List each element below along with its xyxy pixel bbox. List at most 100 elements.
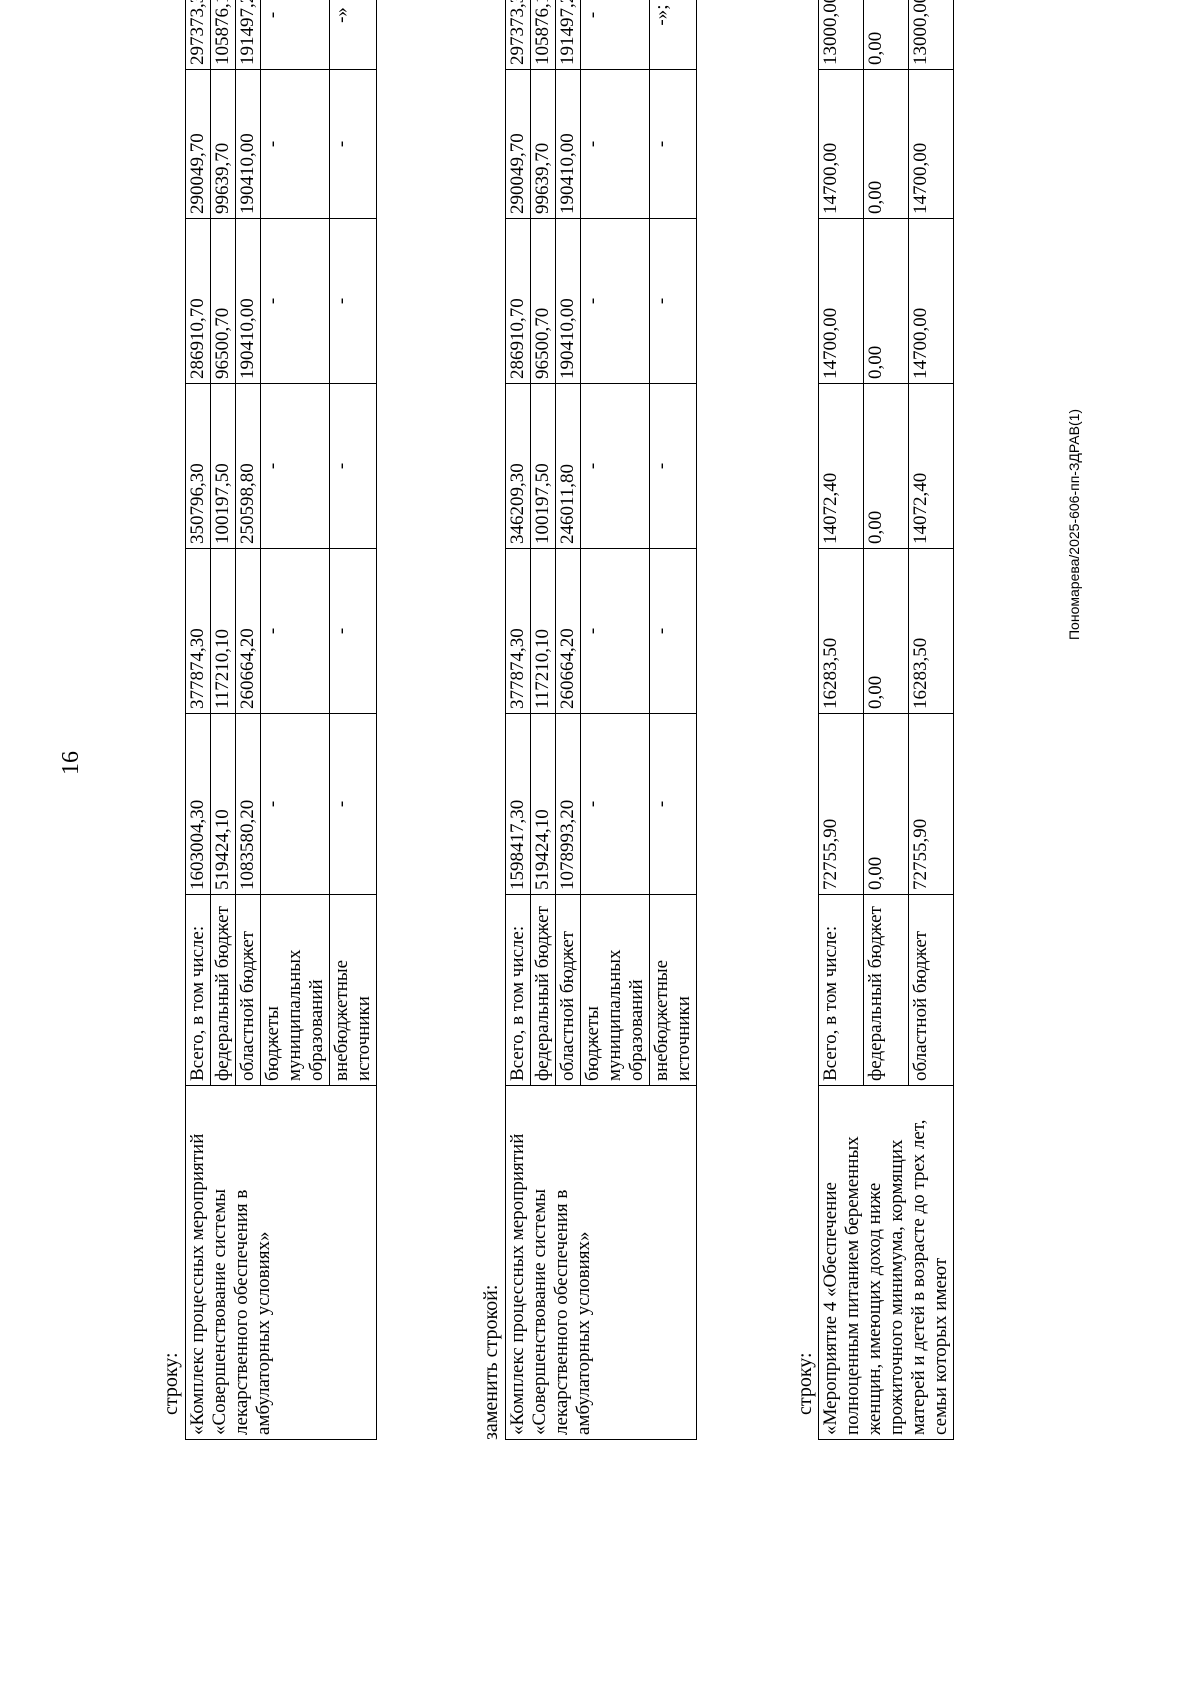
value-cell: 117210,10 [210,548,236,714]
funding-source: областной бюджет [908,894,954,1086]
value-cell: 286910,70 [505,218,531,384]
value-cell: - [329,218,377,384]
value-cell: 100197,50 [210,383,236,549]
value-cell: 0,00 [863,69,909,219]
value-cell: 14700,00 [908,69,954,219]
funding-source: областной бюджет [555,894,581,1086]
measure-description: «Комплекс процессных мероприятий «Соверш… [185,1085,377,1440]
value-cell: - [260,383,330,549]
value-cell: 72755,90 [818,713,864,895]
value-cell: 0,00 [863,0,909,70]
funding-source: бюджеты муниципальных образований [260,894,330,1086]
budget-table-replacement: «Комплекс процессных мероприятий «Соверш… [505,0,697,1440]
value-cell: 297373,30 [505,0,531,70]
value-cell: 13000,00 [818,0,864,70]
value-cell: 290049,70 [505,69,531,219]
value-cell: 16283,50 [908,548,954,714]
value-cell: - [329,383,377,549]
value-cell: -»; [649,0,697,70]
value-cell: - [329,713,377,895]
value-cell: - [649,713,697,895]
budget-table-measure-4: «Мероприятие 4 «Обеспечение полноценным … [818,0,954,1440]
value-cell: 96500,70 [210,218,236,384]
funding-source: областной бюджет [235,894,261,1086]
value-cell: 1603004,30 [185,713,211,895]
value-cell: - [580,69,650,219]
value-cell: - [580,548,650,714]
value-cell: 14072,40 [818,383,864,549]
value-cell: 117210,10 [530,548,556,714]
value-cell: 290049,70 [185,69,211,219]
value-cell: 100197,50 [530,383,556,549]
value-cell: - [260,713,330,895]
value-cell: 14072,40 [908,383,954,549]
funding-source: внебюджетные источники [329,894,377,1086]
value-cell: 260664,20 [235,548,261,714]
section-label-1: строку: [160,1352,182,1415]
value-cell: 350796,30 [185,383,211,549]
value-cell: 14700,00 [818,218,864,384]
value-cell: - [260,0,330,70]
section-label-2: заменить строкой: [480,1284,502,1440]
value-cell: - [580,713,650,895]
value-cell: - [580,0,650,70]
value-cell: 190410,00 [235,218,261,384]
value-cell: 377874,30 [185,548,211,714]
value-cell: 14700,00 [818,69,864,219]
value-cell: 190410,00 [555,218,581,384]
funding-source: Всего, в том числе: [185,894,211,1086]
page-number: 16 [58,751,84,775]
funding-source: федеральный бюджет [210,894,236,1086]
value-cell: - [260,69,330,219]
section-label-3: строку: [794,1352,816,1415]
value-cell: 105876,10 [530,0,556,70]
table-row: «Комплекс процессных мероприятий «Соверш… [505,0,697,1440]
table-row: «Комплекс процессных мероприятий «Соверш… [185,0,377,1440]
value-cell: 96500,70 [530,218,556,384]
value-cell: - [649,548,697,714]
value-cell: 99639,70 [530,69,556,219]
table-clip: «Мероприятие 4 «Обеспечение полноценным … [818,0,1002,1705]
funding-source: внебюджетные источники [649,894,697,1086]
value-cell: 519424,10 [530,713,556,895]
value-cell: -» [329,0,377,70]
value-cell: 190410,00 [555,69,581,219]
funding-source: федеральный бюджет [530,894,556,1086]
value-cell: 377874,30 [505,548,531,714]
funding-source: бюджеты муниципальных образований [580,894,650,1086]
value-cell: - [260,548,330,714]
value-cell: 0,00 [863,383,909,549]
value-cell: 0,00 [863,218,909,384]
value-cell: 346209,30 [505,383,531,549]
value-cell: 190410,00 [235,69,261,219]
value-cell: - [329,548,377,714]
value-cell: 250598,80 [235,383,261,549]
value-cell: - [329,69,377,219]
value-cell: 191497,20 [555,0,581,70]
budget-table-original: «Комплекс процессных мероприятий «Соверш… [185,0,377,1440]
value-cell: 1078993,20 [555,713,581,895]
value-cell: - [649,383,697,549]
value-cell: - [649,218,697,384]
funding-source: Всего, в том числе: [818,894,864,1086]
value-cell: 297373,30 [185,0,211,70]
value-cell: - [580,218,650,384]
value-cell: - [580,383,650,549]
measure-description: «Мероприятие 4 «Обеспечение полноценным … [818,1085,954,1440]
value-cell: 286910,70 [185,218,211,384]
value-cell: 99639,70 [210,69,236,219]
value-cell: 246011,80 [555,383,581,549]
value-cell: 0,00 [863,548,909,714]
value-cell: 260664,20 [555,548,581,714]
value-cell: 16283,50 [818,548,864,714]
table-row: «Мероприятие 4 «Обеспечение полноценным … [818,0,954,1440]
funding-source: федеральный бюджет [863,894,909,1086]
value-cell: 72755,90 [908,713,954,895]
funding-source: Всего, в том числе: [505,894,531,1086]
value-cell: 1598417,30 [505,713,531,895]
document-reference: Пономарева/2025-606-пп-ЗДРАВ(1) [1066,408,1082,640]
value-cell: 105876,10 [210,0,236,70]
value-cell: 14700,00 [908,218,954,384]
value-cell: 519424,10 [210,713,236,895]
